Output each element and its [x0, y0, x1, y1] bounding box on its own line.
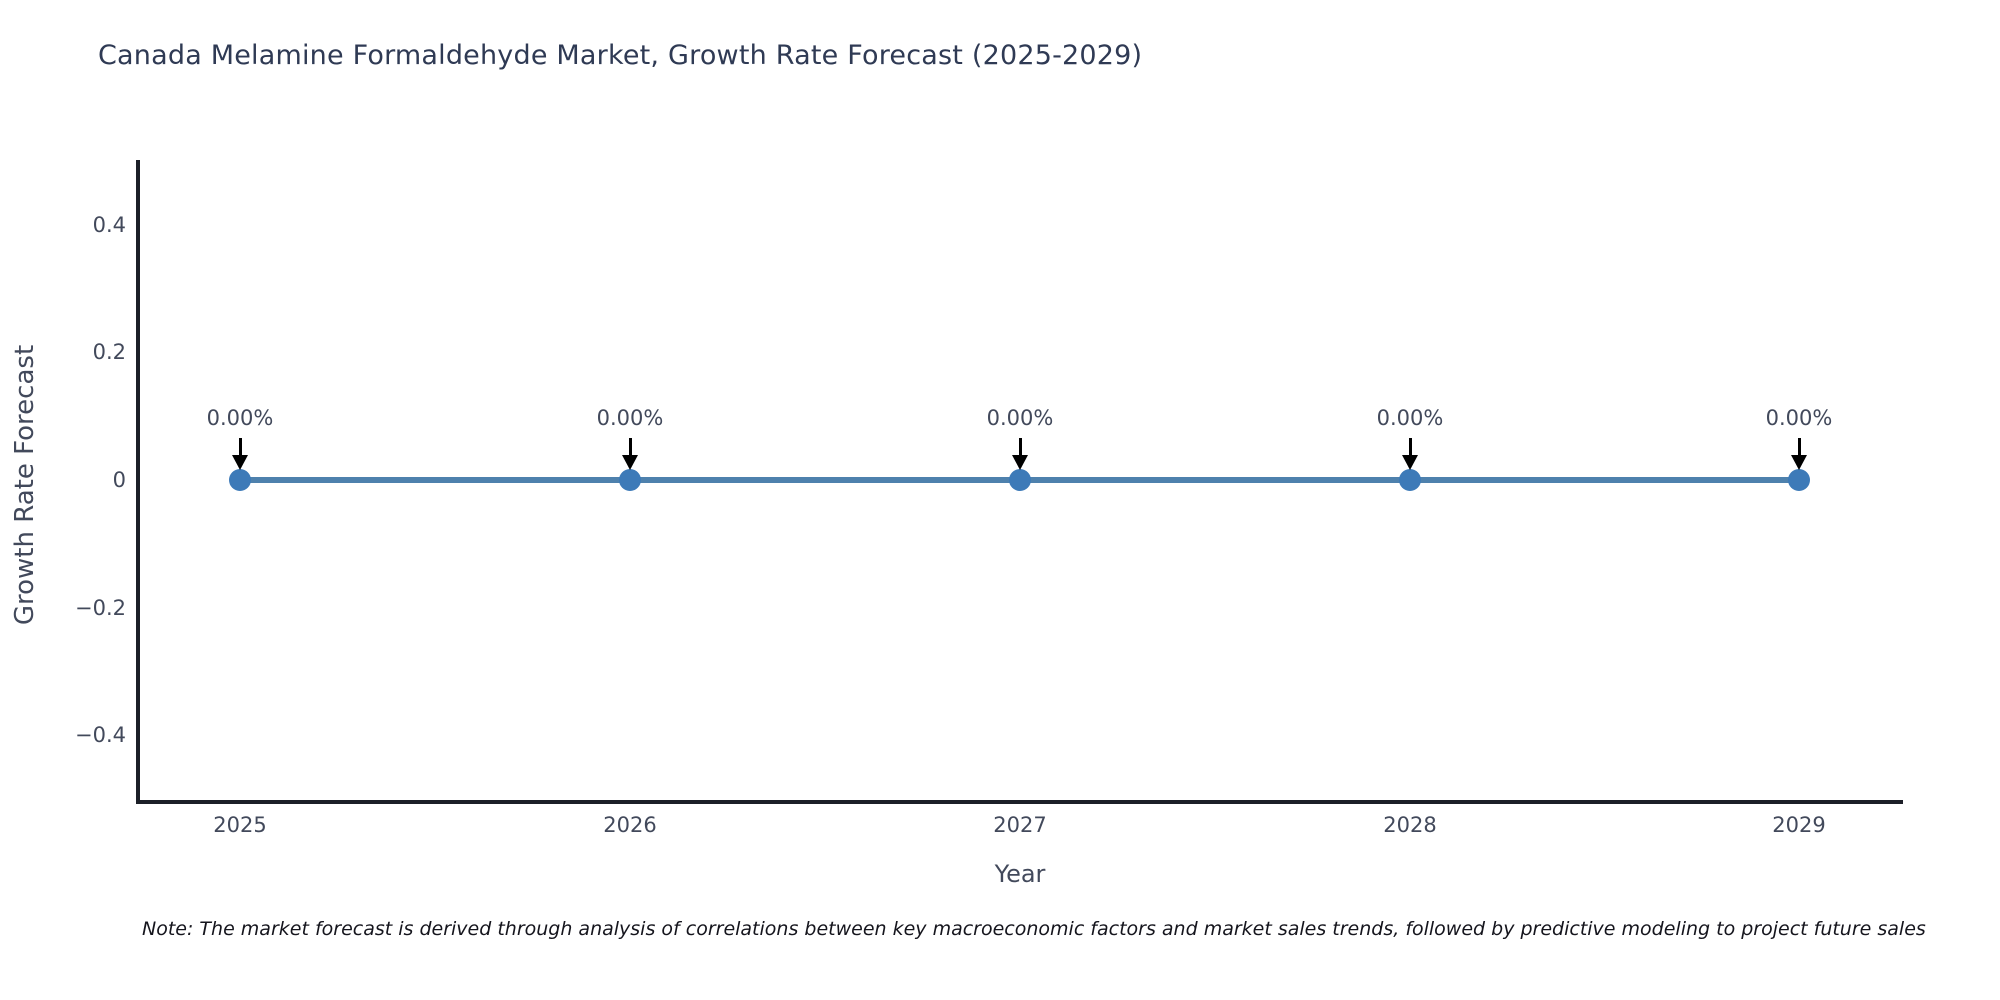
- down-arrow-icon: [232, 455, 248, 470]
- x-tick-label: 2026: [603, 813, 657, 837]
- x-tick-label: 2025: [213, 813, 267, 837]
- chart-footnote: Note: The market forecast is derived thr…: [142, 918, 1926, 940]
- annotation-arrow-shaft: [1019, 438, 1022, 456]
- y-tick-label: −0.2: [75, 596, 126, 620]
- annotation-arrow-shaft: [239, 438, 242, 456]
- annotation-arrow-shaft: [1798, 438, 1801, 456]
- x-tick-label: 2027: [993, 813, 1047, 837]
- data-point-value-label: 0.00%: [596, 406, 664, 430]
- annotation-arrow-shaft: [1409, 438, 1412, 456]
- y-tick-label: 0.2: [92, 340, 126, 364]
- chart-title: Canada Melamine Formaldehyde Market, Gro…: [98, 40, 1143, 71]
- data-point-marker: [1788, 469, 1810, 491]
- x-axis-line: [136, 800, 1903, 804]
- data-point-value-label: 0.00%: [986, 406, 1054, 430]
- data-point-marker: [619, 469, 641, 491]
- x-tick-label: 2029: [1772, 813, 1826, 837]
- data-point-marker: [229, 469, 251, 491]
- y-tick-label: −0.4: [75, 723, 126, 747]
- data-point-value-label: 0.00%: [1376, 406, 1444, 430]
- down-arrow-icon: [1791, 455, 1807, 470]
- data-point-value-label: 0.00%: [206, 406, 274, 430]
- down-arrow-icon: [1012, 455, 1028, 470]
- y-axis-line: [136, 160, 140, 804]
- y-axis-title: Growth Rate Forecast: [10, 344, 40, 626]
- x-axis-title: Year: [994, 860, 1046, 888]
- down-arrow-icon: [622, 455, 638, 470]
- y-tick-label: 0.4: [92, 213, 126, 237]
- data-point-marker: [1399, 469, 1421, 491]
- data-point-value-label: 0.00%: [1765, 406, 1833, 430]
- annotation-arrow-shaft: [629, 438, 632, 456]
- x-tick-label: 2028: [1383, 813, 1437, 837]
- data-point-marker: [1009, 469, 1031, 491]
- down-arrow-icon: [1402, 455, 1418, 470]
- y-tick-label: 0: [112, 468, 126, 492]
